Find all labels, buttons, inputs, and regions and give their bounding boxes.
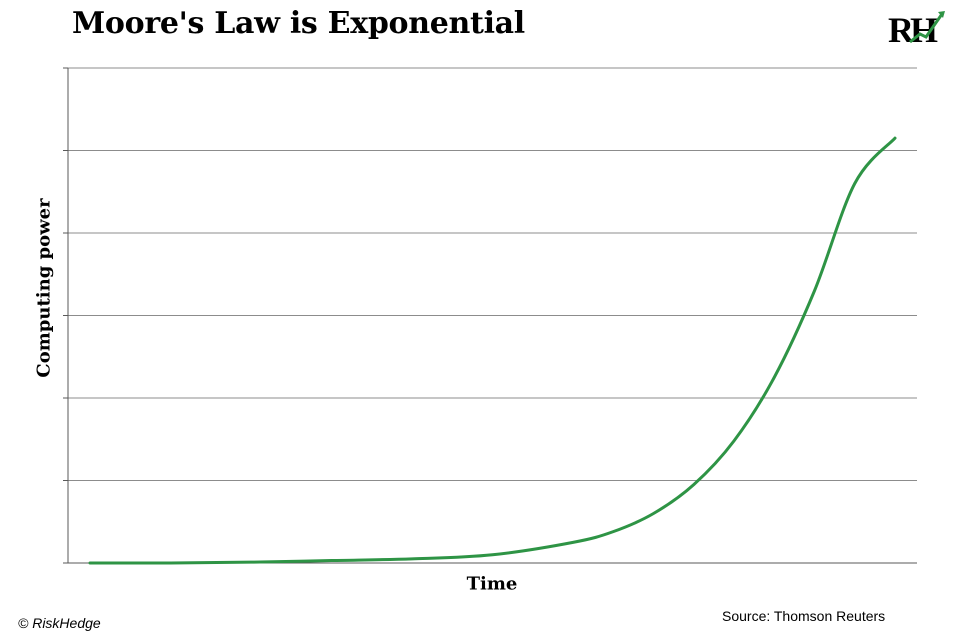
source-note: Source: Thomson Reuters	[722, 608, 886, 624]
logo-letter-r: R	[888, 10, 915, 48]
logo-letter-h: H	[910, 10, 938, 48]
logo-arrow-head	[938, 11, 945, 18]
gridlines	[68, 67, 917, 481]
chart-title: Moore's Law is Exponential	[72, 6, 525, 41]
y-axis-ticks	[63, 67, 68, 564]
series-line-computing-power	[88, 136, 897, 565]
riskhedge-logo: R H	[886, 8, 950, 50]
logo-graphic: R H	[888, 10, 945, 50]
y-axis-label: Computing power	[33, 198, 55, 378]
x-axis-label: Time	[466, 573, 518, 595]
copyright-note: © RiskHedge	[18, 615, 101, 631]
logo-arrow-line	[909, 13, 944, 44]
